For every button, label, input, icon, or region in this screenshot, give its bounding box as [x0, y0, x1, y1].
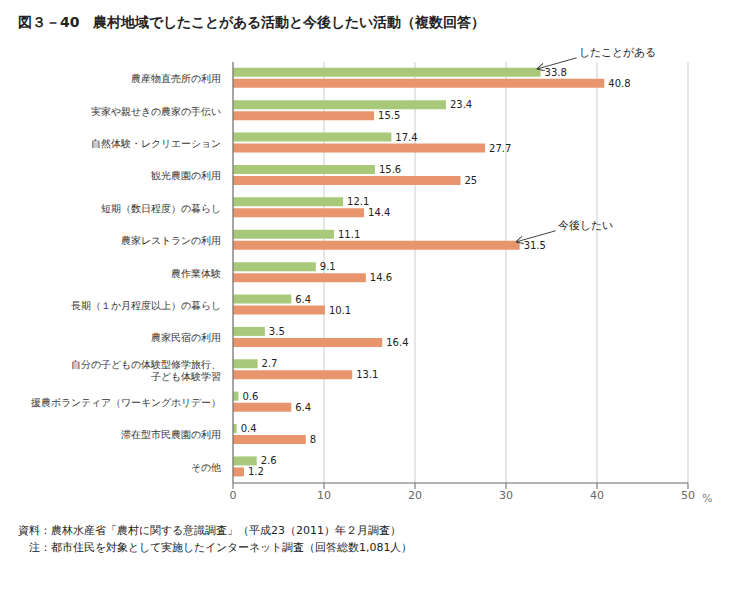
svg-text:長期（１か月程度以上）の暮らし: 長期（１か月程度以上）の暮らし: [71, 299, 221, 310]
svg-text:援農ボランティア（ワーキングホリデー）: 援農ボランティア（ワーキングホリデー）: [31, 397, 221, 408]
svg-text:40.8: 40.8: [608, 78, 630, 89]
svg-text:農産物直売所の利用: 農産物直売所の利用: [131, 73, 221, 84]
svg-text:したことがある: したことがある: [579, 46, 656, 59]
svg-text:自分の子どもの体験型修学旅行、子ども体験学習: 自分の子どもの体験型修学旅行、子ども体験学習: [71, 358, 221, 381]
svg-text:農家レストランの利用: 農家レストランの利用: [121, 235, 221, 246]
svg-text:8: 8: [310, 434, 316, 445]
svg-text:2.7: 2.7: [262, 358, 278, 369]
svg-text:40: 40: [590, 489, 604, 502]
svg-text:6.4: 6.4: [295, 402, 311, 413]
svg-text:0: 0: [230, 489, 237, 502]
svg-text:23.4: 23.4: [450, 99, 472, 110]
svg-text:その他: その他: [191, 461, 221, 472]
svg-text:30: 30: [499, 489, 513, 502]
html-text:資料：農林水産省「農村に関する意識調査」（平成23（2011: 資料：農林水産省「農村に関する意識調査」（平成23（2011）年２月調査）: [18, 524, 401, 537]
svg-text:15.5: 15.5: [378, 110, 400, 121]
svg-text:33.8: 33.8: [545, 67, 567, 78]
svg-text:6.4: 6.4: [295, 294, 311, 305]
svg-text:今後したい: 今後したい: [558, 219, 613, 232]
svg-text:滞在型市民農園の利用: 滞在型市民農園の利用: [121, 429, 221, 440]
svg-text:10: 10: [317, 489, 331, 502]
svg-text:2.6: 2.6: [261, 455, 277, 466]
svg-text:農作業体験: 農作業体験: [171, 267, 221, 278]
svg-text:27.7: 27.7: [489, 143, 511, 154]
svg-text:14.6: 14.6: [370, 272, 392, 283]
svg-text:%: %: [702, 492, 712, 505]
svg-text:1.2: 1.2: [248, 466, 264, 477]
svg-text:観光農園の利用: 観光農園の利用: [151, 170, 221, 181]
svg-text:農家民宿の利用: 農家民宿の利用: [151, 332, 221, 343]
svg-text:0.6: 0.6: [242, 391, 258, 402]
svg-text:20: 20: [408, 489, 422, 502]
svg-text:16.4: 16.4: [386, 337, 408, 348]
svg-text:25: 25: [465, 175, 478, 186]
html-text:注：都市住民を対象として実施したインターネット調査（回答総数: 注：都市住民を対象として実施したインターネット調査（回答総数1,081人）: [18, 541, 413, 554]
svg-text:自然体験・レクリエーション: 自然体験・レクリエーション: [91, 137, 221, 148]
svg-text:12.1: 12.1: [347, 196, 369, 207]
html-text:図３－40 農村地域でしたことがある活動と今後したい活動（複: 図３－40 農村地域でしたことがある活動と今後したい活動（複数回答）: [18, 14, 486, 30]
svg-text:17.4: 17.4: [395, 132, 417, 143]
svg-text:14.4: 14.4: [368, 207, 390, 218]
svg-text:11.1: 11.1: [338, 229, 360, 240]
svg-text:実家や親せきの農家の手伝い: 実家や親せきの農家の手伝い: [91, 105, 221, 116]
svg-text:10.1: 10.1: [329, 305, 351, 316]
svg-text:13.1: 13.1: [356, 369, 378, 380]
svg-text:50: 50: [681, 489, 695, 502]
svg-text:9.1: 9.1: [320, 261, 336, 272]
svg-text:3.5: 3.5: [269, 326, 285, 337]
svg-text:31.5: 31.5: [524, 240, 546, 251]
svg-text:短期（数日程度）の暮らし: 短期（数日程度）の暮らし: [101, 202, 221, 213]
svg-text:0.4: 0.4: [241, 423, 257, 434]
svg-text:15.6: 15.6: [379, 164, 401, 175]
